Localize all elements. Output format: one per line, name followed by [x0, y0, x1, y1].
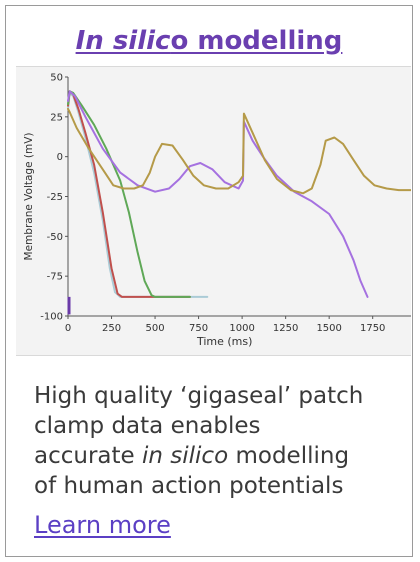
title-rest: o modelling [170, 26, 343, 56]
y-tick-label: -25 [47, 192, 63, 203]
y-tick-label: -75 [47, 272, 63, 283]
x-tick-label: 1500 [316, 323, 341, 334]
y-tick-label: 25 [50, 112, 63, 123]
x-tick-label: 750 [189, 323, 208, 334]
title-italic: In silic [75, 26, 171, 56]
y-tick-label: 50 [50, 73, 63, 84]
y-axis-label: Membrane Voltage (mV) [23, 133, 35, 261]
caption-line-4: of human action potentials [34, 473, 344, 499]
caption-line-3-pre: accurate [34, 443, 142, 469]
promo-card: In silico modelling 50 25 0 -25 -50 -75 -100 0 2… [5, 5, 413, 557]
x-tick-label: 1250 [273, 323, 298, 334]
caption-line-2: clamp data enables [34, 413, 261, 439]
x-axis-label: Time (ms) [196, 335, 252, 348]
card-caption: High quality ‘gigaseal’ patch clamp data… [34, 381, 414, 501]
learn-more-link[interactable]: Learn more [34, 511, 171, 539]
series-line-3 [67, 90, 191, 298]
y-tick-label: -100 [40, 312, 63, 323]
series-line-4 [67, 90, 369, 298]
y-tick-label: -50 [47, 232, 63, 243]
caption-line-3: accurate in silico modelling [34, 441, 414, 471]
caption-line-3-post: modelling [228, 443, 350, 469]
caption-line-3-em: in silico [142, 443, 229, 469]
y-tick-label: 0 [57, 152, 63, 163]
x-tick-label: 0 [65, 323, 71, 334]
x-tick-label: 1750 [360, 323, 385, 334]
caption-line-1: High quality ‘gigaseal’ patch [34, 383, 364, 409]
x-tick-label: 1000 [229, 323, 254, 334]
action-potential-chart: 50 25 0 -25 -50 -75 -100 0 250 500 750 1000 1250 1500… [16, 66, 411, 356]
series-line-5 [67, 107, 411, 195]
x-tick-label: 500 [146, 323, 165, 334]
card-title: In silico modelling [6, 26, 412, 56]
x-tick-label: 250 [102, 323, 121, 334]
series-line-2 [67, 90, 191, 298]
